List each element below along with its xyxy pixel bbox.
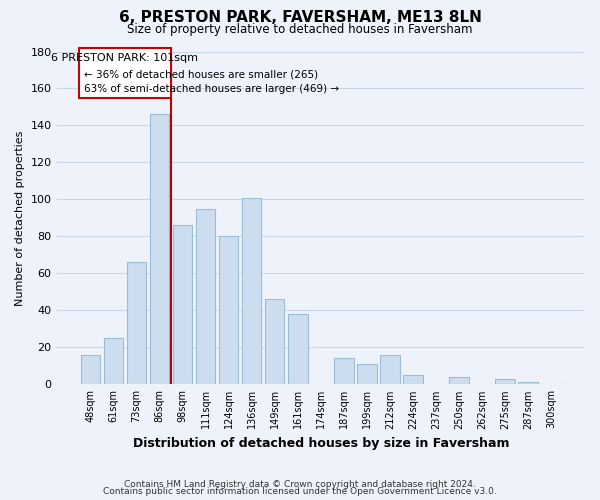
Bar <box>403 375 423 384</box>
Bar <box>219 236 238 384</box>
FancyBboxPatch shape <box>79 48 171 98</box>
Bar <box>149 114 169 384</box>
Bar <box>496 379 515 384</box>
Text: Contains public sector information licensed under the Open Government Licence v3: Contains public sector information licen… <box>103 488 497 496</box>
Bar <box>173 226 193 384</box>
Text: 63% of semi-detached houses are larger (469) →: 63% of semi-detached houses are larger (… <box>84 84 339 94</box>
Bar <box>242 198 262 384</box>
Bar <box>196 208 215 384</box>
Bar <box>518 382 538 384</box>
X-axis label: Distribution of detached houses by size in Faversham: Distribution of detached houses by size … <box>133 437 509 450</box>
Bar <box>265 300 284 384</box>
Bar <box>357 364 377 384</box>
Bar <box>449 377 469 384</box>
Text: 6, PRESTON PARK, FAVERSHAM, ME13 8LN: 6, PRESTON PARK, FAVERSHAM, ME13 8LN <box>119 10 481 25</box>
Bar <box>380 354 400 384</box>
Bar <box>127 262 146 384</box>
Bar <box>104 338 123 384</box>
Text: 6 PRESTON PARK: 101sqm: 6 PRESTON PARK: 101sqm <box>52 53 199 63</box>
Bar <box>334 358 353 384</box>
Y-axis label: Number of detached properties: Number of detached properties <box>15 130 25 306</box>
Text: ← 36% of detached houses are smaller (265): ← 36% of detached houses are smaller (26… <box>84 70 318 80</box>
Text: Size of property relative to detached houses in Faversham: Size of property relative to detached ho… <box>127 22 473 36</box>
Bar <box>288 314 308 384</box>
Bar <box>80 354 100 384</box>
Text: Contains HM Land Registry data © Crown copyright and database right 2024.: Contains HM Land Registry data © Crown c… <box>124 480 476 489</box>
